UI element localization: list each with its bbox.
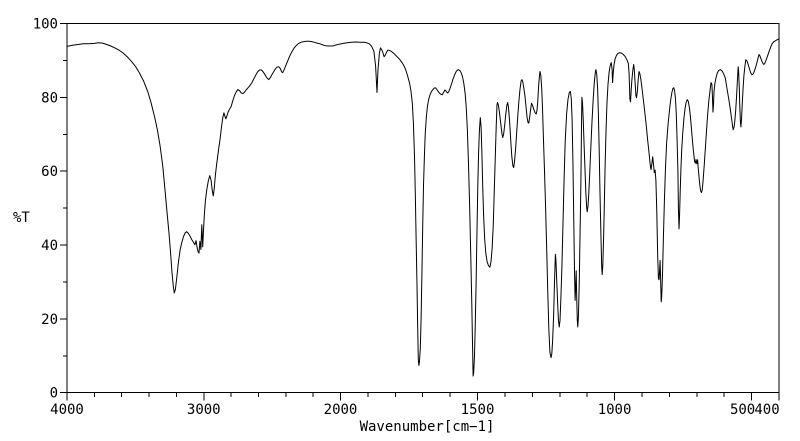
x-tick-label: 1500	[461, 402, 495, 418]
x-tick-label: 400	[754, 402, 779, 418]
x-tick-label: 500	[730, 402, 755, 418]
y-tick-label: 0	[50, 386, 58, 402]
x-tick-label: 3000	[187, 402, 221, 418]
spectrum-curve	[66, 38, 780, 377]
y-tick-label: 60	[41, 164, 58, 180]
y-tick-label: 40	[41, 238, 58, 254]
y-tick-label: 20	[41, 312, 58, 328]
x-tick-label: 4000	[50, 402, 84, 418]
x-tick-label: 1000	[598, 402, 632, 418]
x-tick-label: 2000	[324, 402, 358, 418]
y-tick-label: 80	[41, 90, 58, 106]
x-axis-title: Wavenumber[cm−1]	[360, 419, 495, 435]
axis-ticks	[60, 23, 780, 401]
y-tick-label: 100	[33, 17, 58, 33]
y-axis-title: %T	[13, 210, 30, 226]
